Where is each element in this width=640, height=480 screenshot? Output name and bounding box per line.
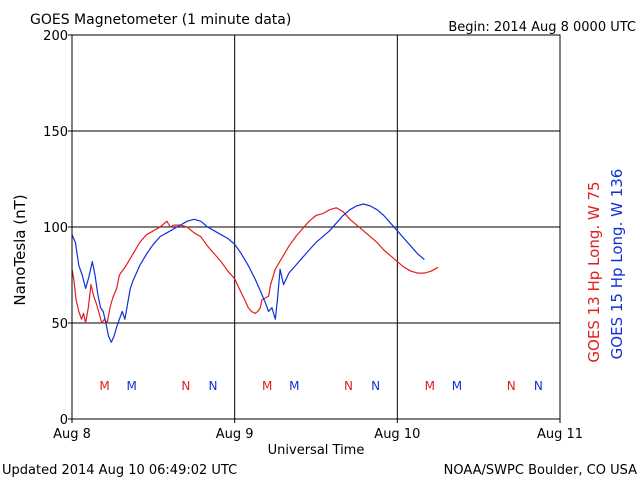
x-tick-label: Aug 8 <box>53 427 91 442</box>
local-noon-midnight-marker: M <box>289 379 299 393</box>
begin-time: Begin: 2014 Aug 8 0000 UTC <box>448 20 636 35</box>
local-noon-midnight-marker: M <box>126 379 136 393</box>
local-noon-midnight-marker: M <box>452 379 462 393</box>
x-tick-label: Aug 10 <box>374 427 420 442</box>
x-tick-label: Aug 11 <box>537 427 583 442</box>
noaa-credit: NOAA/SWPC Boulder, CO USA <box>444 463 637 478</box>
x-tick-label: Aug 9 <box>216 427 254 442</box>
local-noon-midnight-marker: M <box>425 379 435 393</box>
local-noon-midnight-marker: N <box>181 379 190 393</box>
updated-timestamp: Updated 2014 Aug 10 06:49:02 UTC <box>2 463 237 478</box>
legend-goes13: GOES 13 Hp Long. W 75 <box>585 181 603 362</box>
y-axis-label: NanoTesla (nT) <box>11 194 29 305</box>
local-noon-midnight-marker: N <box>208 379 217 393</box>
y-tick-label: 150 <box>43 125 68 140</box>
local-noon-midnight-marker: N <box>534 379 543 393</box>
plot-frame <box>71 34 561 420</box>
x-axis-label: Universal Time <box>268 443 365 458</box>
local-noon-midnight-marker: M <box>99 379 109 393</box>
series-layer <box>71 203 439 343</box>
goes15-series-line <box>71 203 425 343</box>
local-noon-midnight-marker: N <box>344 379 353 393</box>
grid-layer <box>72 35 560 419</box>
y-tick-label: 50 <box>51 317 68 332</box>
goes13-series-line <box>71 207 439 324</box>
local-noon-midnight-marker: M <box>262 379 272 393</box>
chart-title: GOES Magnetometer (1 minute data) <box>30 12 291 28</box>
tick-layer: 0 50 100 150 200 Aug 8 Aug 9 Aug 10 Aug 11 <box>43 29 583 442</box>
legend-goes15: GOES 15 Hp Long. W 136 <box>608 169 626 360</box>
local-noon-midnight-marker: N <box>371 379 380 393</box>
y-tick-label: 100 <box>43 221 68 236</box>
local-noon-midnight-marker: N <box>507 379 516 393</box>
y-tick-label: 0 <box>60 413 68 428</box>
y-tick-label: 200 <box>43 29 68 44</box>
